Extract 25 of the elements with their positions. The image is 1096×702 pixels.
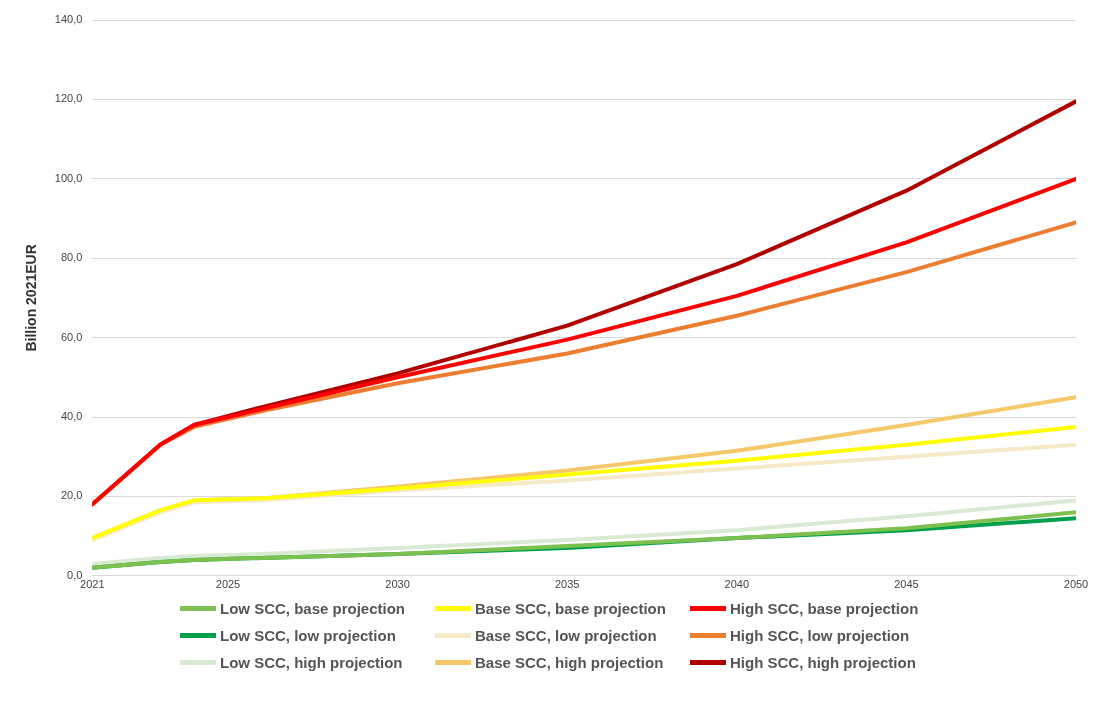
legend-label: High SCC, high projection — [730, 654, 916, 671]
legend-label: Low SCC, high projection — [220, 654, 403, 671]
legend-label: High SCC, base projection — [730, 600, 919, 617]
y-tick-label: 60,0 — [60, 330, 83, 343]
legend-label: Base SCC, high projection — [475, 654, 664, 671]
x-tick-label: 2040 — [724, 578, 750, 591]
y-tick-label: 140,0 — [54, 13, 83, 26]
y-axis-title: Billion 2021EUR — [23, 244, 40, 352]
legend-label: Base SCC, low projection — [475, 627, 657, 644]
y-tick-label: 0,0 — [67, 568, 83, 581]
y-tick-label: 80,0 — [60, 251, 83, 264]
x-tick-label: 2045 — [894, 578, 919, 591]
x-tick-label: 2030 — [385, 578, 410, 591]
x-tick-label: 2035 — [554, 578, 580, 591]
legend-label: Base SCC, base projection — [475, 600, 666, 617]
y-tick-label: 120,0 — [54, 92, 83, 105]
x-tick-label: 2050 — [1063, 578, 1089, 591]
y-tick-label: 20,0 — [60, 489, 83, 502]
legend-label: Low SCC, base projection — [220, 600, 406, 617]
legend-label: High SCC, low projection — [730, 627, 910, 644]
legend-label: Low SCC, low projection — [220, 627, 396, 644]
x-tick-label: 2025 — [215, 578, 241, 591]
x-tick-label: 2021 — [80, 578, 105, 591]
y-tick-label: 100,0 — [54, 171, 83, 184]
y-tick-label: 40,0 — [60, 410, 83, 423]
